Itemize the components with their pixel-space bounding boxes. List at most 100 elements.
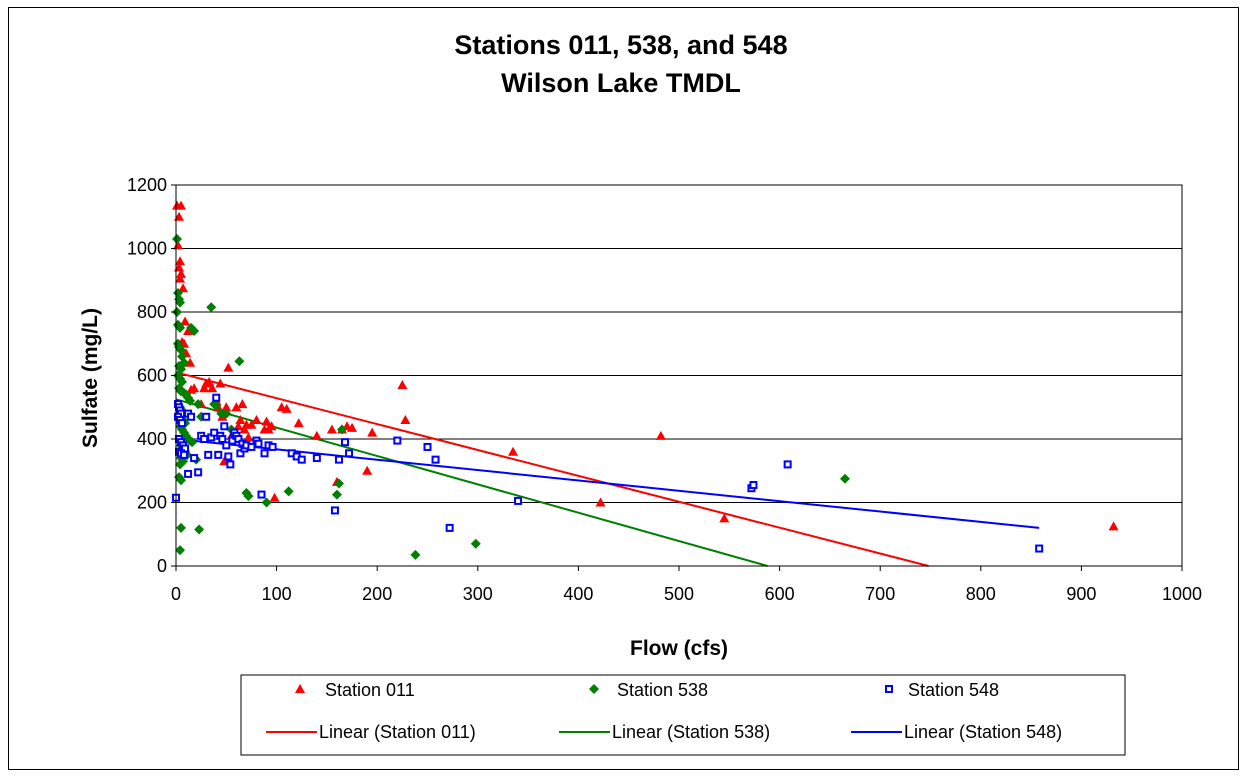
legend-marker-station-538	[589, 684, 599, 694]
point-s1-33	[233, 421, 244, 431]
point-s1-36	[239, 424, 250, 434]
point-s3-30	[218, 435, 227, 443]
point-s2-65	[336, 424, 347, 435]
legend-label-station-548: Station 548	[908, 680, 999, 700]
point-s2-64	[333, 478, 344, 489]
point-s1-17	[186, 384, 197, 394]
point-s1-32	[231, 402, 242, 412]
point-s3-56	[341, 438, 350, 447]
point-s2-49	[193, 399, 204, 410]
x-tick-label-1000: 1000	[1162, 584, 1202, 604]
point-s1-54	[347, 422, 358, 432]
x-axis-ticks: 0 100 200 300 400 500 600 700 800 900 1000	[171, 566, 1202, 604]
legend-item-station-538: Station 538	[589, 680, 708, 700]
legend-item-station-011: Station 011	[295, 680, 415, 700]
point-s3-54	[330, 506, 339, 515]
point-s3-46	[257, 490, 266, 499]
y-tick-label-0: 0	[157, 556, 167, 576]
point-s2-48	[189, 326, 200, 337]
y-axis-title: Sulfate (mg/L)	[79, 308, 102, 448]
point-s2-61	[261, 497, 272, 508]
point-s3-19	[190, 454, 199, 463]
sulfate-flow-chart: Stations 011, 538, and 548 Wilson Lake T…	[79, 30, 1202, 756]
point-s2-4	[175, 297, 186, 308]
point-s3-33	[224, 452, 233, 461]
y-tick-label-200: 200	[137, 493, 167, 513]
point-s3-59	[423, 442, 432, 451]
point-s1-44	[266, 421, 277, 431]
point-s2-11	[176, 345, 187, 356]
point-s3-66	[1035, 544, 1044, 553]
x-tick-label-600: 600	[765, 584, 795, 604]
point-s3-32	[222, 441, 231, 450]
point-s3-24	[204, 450, 213, 459]
point-s1-60	[595, 497, 606, 507]
legend-box	[240, 674, 1126, 756]
point-s2-58	[234, 356, 245, 367]
point-s1-5	[175, 256, 186, 266]
point-s3-8	[178, 419, 187, 428]
point-s1-58	[400, 414, 411, 424]
x-tick-label-500: 500	[664, 584, 694, 604]
point-s1-22	[207, 383, 218, 393]
y-tick-label-800: 800	[137, 302, 167, 322]
point-s3-28	[214, 450, 223, 459]
y-tick-label-1200: 1200	[127, 175, 167, 195]
x-tick-label-900: 900	[1066, 584, 1096, 604]
point-s1-40	[251, 414, 262, 424]
point-s2-8	[175, 322, 186, 333]
legend-label-linear-548: Linear (Station 548)	[904, 722, 1062, 742]
point-s1-42	[261, 416, 272, 426]
point-s1-11	[183, 326, 194, 336]
x-tick-label-200: 200	[362, 584, 392, 604]
x-tick-label-800: 800	[966, 584, 996, 604]
point-s2-44	[175, 459, 186, 470]
point-s3-58	[393, 436, 402, 445]
legend-marker-station-548	[885, 685, 893, 693]
point-s1-56	[367, 427, 378, 437]
trendline-1	[175, 371, 929, 567]
point-s3-65	[783, 460, 792, 469]
point-s1-13	[185, 357, 196, 367]
point-s3-38	[234, 435, 243, 443]
point-s2-24	[185, 395, 196, 406]
y-tick-label-1000: 1000	[127, 239, 167, 259]
chart-title-line-1: Stations 011, 538, and 548	[454, 30, 787, 60]
x-tick-label-300: 300	[463, 584, 493, 604]
y-tick-label-600: 600	[137, 366, 167, 386]
point-s1-8	[175, 273, 186, 283]
y-tick-label-400: 400	[137, 429, 167, 449]
point-s2-1	[172, 233, 183, 244]
point-s3-57	[345, 449, 354, 458]
point-s1-57	[397, 380, 408, 390]
point-s2-52	[206, 302, 217, 313]
legend-item-station-548: Station 548	[885, 680, 999, 700]
legend-item-linear-548: Linear (Station 548)	[851, 722, 1062, 742]
point-s2-5	[172, 307, 183, 317]
x-tick-label-400: 400	[563, 584, 593, 604]
point-s3-47	[260, 449, 269, 458]
point-s3-34	[226, 460, 235, 469]
y-axis-ticks: 0 200 400 600 800 1000 1200	[127, 175, 176, 576]
point-s1-38	[243, 432, 254, 442]
point-s3-15	[180, 450, 189, 459]
point-s1-19	[199, 383, 210, 393]
point-s1-48	[293, 418, 304, 428]
point-s3-61	[445, 523, 454, 532]
point-s3-55	[334, 455, 343, 464]
point-s1-34	[235, 414, 246, 424]
point-s2-69	[410, 549, 421, 560]
point-s2-71	[839, 473, 850, 484]
legend-label-station-011: Station 011	[325, 680, 415, 700]
point-s1-49	[311, 430, 322, 440]
point-s2-54	[211, 400, 222, 411]
point-s3-18	[184, 469, 193, 478]
point-s2-66	[176, 522, 187, 533]
point-s1-50	[326, 424, 337, 434]
point-s3-45	[254, 439, 263, 448]
point-s3-60	[431, 455, 440, 464]
point-s3-39	[236, 449, 245, 458]
point-s3-64	[749, 481, 758, 490]
point-s2-37	[187, 437, 198, 448]
point-s1-61	[655, 430, 666, 440]
